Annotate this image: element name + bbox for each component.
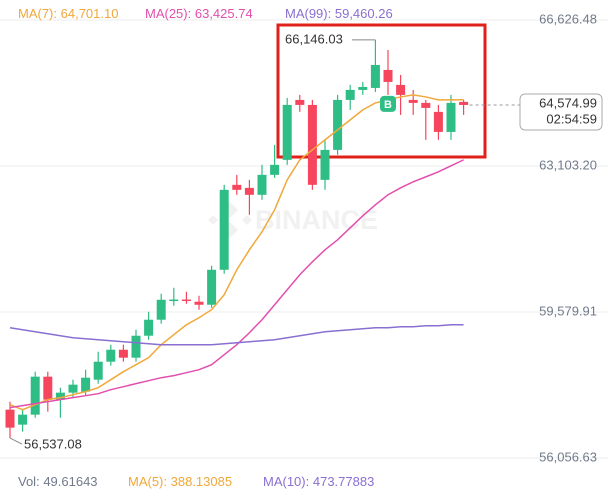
candle-body	[106, 349, 116, 362]
legend-entry: MA(7): 64,701.10	[18, 6, 118, 21]
countdown-label: 02:54:59	[546, 111, 597, 126]
candle-body	[43, 376, 53, 400]
candle-body	[181, 299, 191, 302]
ma-line	[9, 323, 464, 346]
last-price-box	[519, 93, 603, 131]
legend-label: MA(25):	[145, 6, 191, 21]
candle-body	[5, 409, 15, 428]
volume-legend-label: MA(10):	[263, 474, 309, 489]
candle-body	[144, 319, 154, 336]
volume-legend-label: MA(5):	[128, 474, 167, 489]
candle-body	[333, 99, 343, 150]
last-price-label: 64,574.99	[539, 95, 597, 110]
candle-body	[93, 361, 103, 380]
watermark-text: BINANCE	[255, 205, 378, 235]
candle-body	[383, 69, 393, 82]
candle-body	[396, 84, 406, 95]
ma-line	[9, 94, 464, 411]
volume-legend-value: 388.13085	[171, 474, 232, 489]
candle-body	[244, 187, 254, 195]
legend-label: MA(7):	[18, 6, 57, 21]
candle-body	[131, 335, 141, 358]
candle-body	[30, 376, 40, 415]
candle-body	[459, 101, 469, 105]
candle-body	[18, 414, 28, 425]
candle-body	[194, 301, 204, 305]
watermark: BINANCE	[208, 202, 378, 238]
ma-line	[9, 159, 464, 409]
volume-legend-label: Vol:	[18, 474, 40, 489]
candle-body	[295, 99, 305, 105]
candle-body	[156, 299, 166, 320]
low-pointer	[9, 437, 23, 445]
candle-body	[81, 377, 91, 392]
candle-body	[219, 189, 229, 270]
legend-value: 63,425.74	[195, 6, 253, 21]
candle-body	[118, 349, 128, 358]
candle-body	[282, 104, 292, 160]
y-tick-label: 66,626.48	[539, 11, 597, 26]
candle-body	[345, 89, 355, 100]
candle-body	[68, 384, 78, 393]
candle-body	[270, 164, 280, 175]
volume-legend-value: 473.77883	[313, 474, 374, 489]
candle-body	[207, 269, 217, 305]
candle-body	[433, 111, 443, 132]
volume-legend-entry: MA(10): 473.77883	[263, 474, 374, 489]
low-label: 56,537.08	[24, 437, 82, 452]
candle-body	[257, 174, 267, 195]
y-tick-label: 59,579.91	[539, 303, 597, 318]
candle-body	[421, 102, 431, 108]
volume-legend-value: 49.61643	[43, 474, 97, 489]
highlight-box	[276, 23, 487, 159]
candle-body	[370, 64, 380, 88]
volume-legend-entry: MA(5): 388.13085	[128, 474, 232, 489]
y-tick-label: 56,056.63	[539, 449, 597, 464]
legend-entry: MA(99): 59,460.26	[285, 6, 393, 21]
candle-body	[232, 184, 242, 190]
watermark-logo	[208, 202, 252, 238]
candle-body	[408, 99, 418, 103]
y-tick-label: 63,103.20	[539, 157, 597, 172]
legend-value: 59,460.26	[335, 6, 393, 21]
candle-body	[446, 102, 456, 132]
candle-body	[307, 104, 317, 185]
legend-value: 64,701.10	[61, 6, 119, 21]
trade-marker-label: B	[384, 99, 392, 111]
legend-entry: MA(25): 63,425.74	[145, 6, 253, 21]
candle-body	[55, 392, 65, 400]
legend-label: MA(99):	[285, 6, 331, 21]
candle-body	[358, 86, 368, 90]
high-label: 66,146.03	[285, 31, 343, 46]
volume-legend-entry: Vol: 49.61643	[18, 474, 98, 489]
candle-body	[169, 299, 179, 302]
trade-marker	[380, 95, 396, 112]
candle-body	[320, 149, 330, 180]
